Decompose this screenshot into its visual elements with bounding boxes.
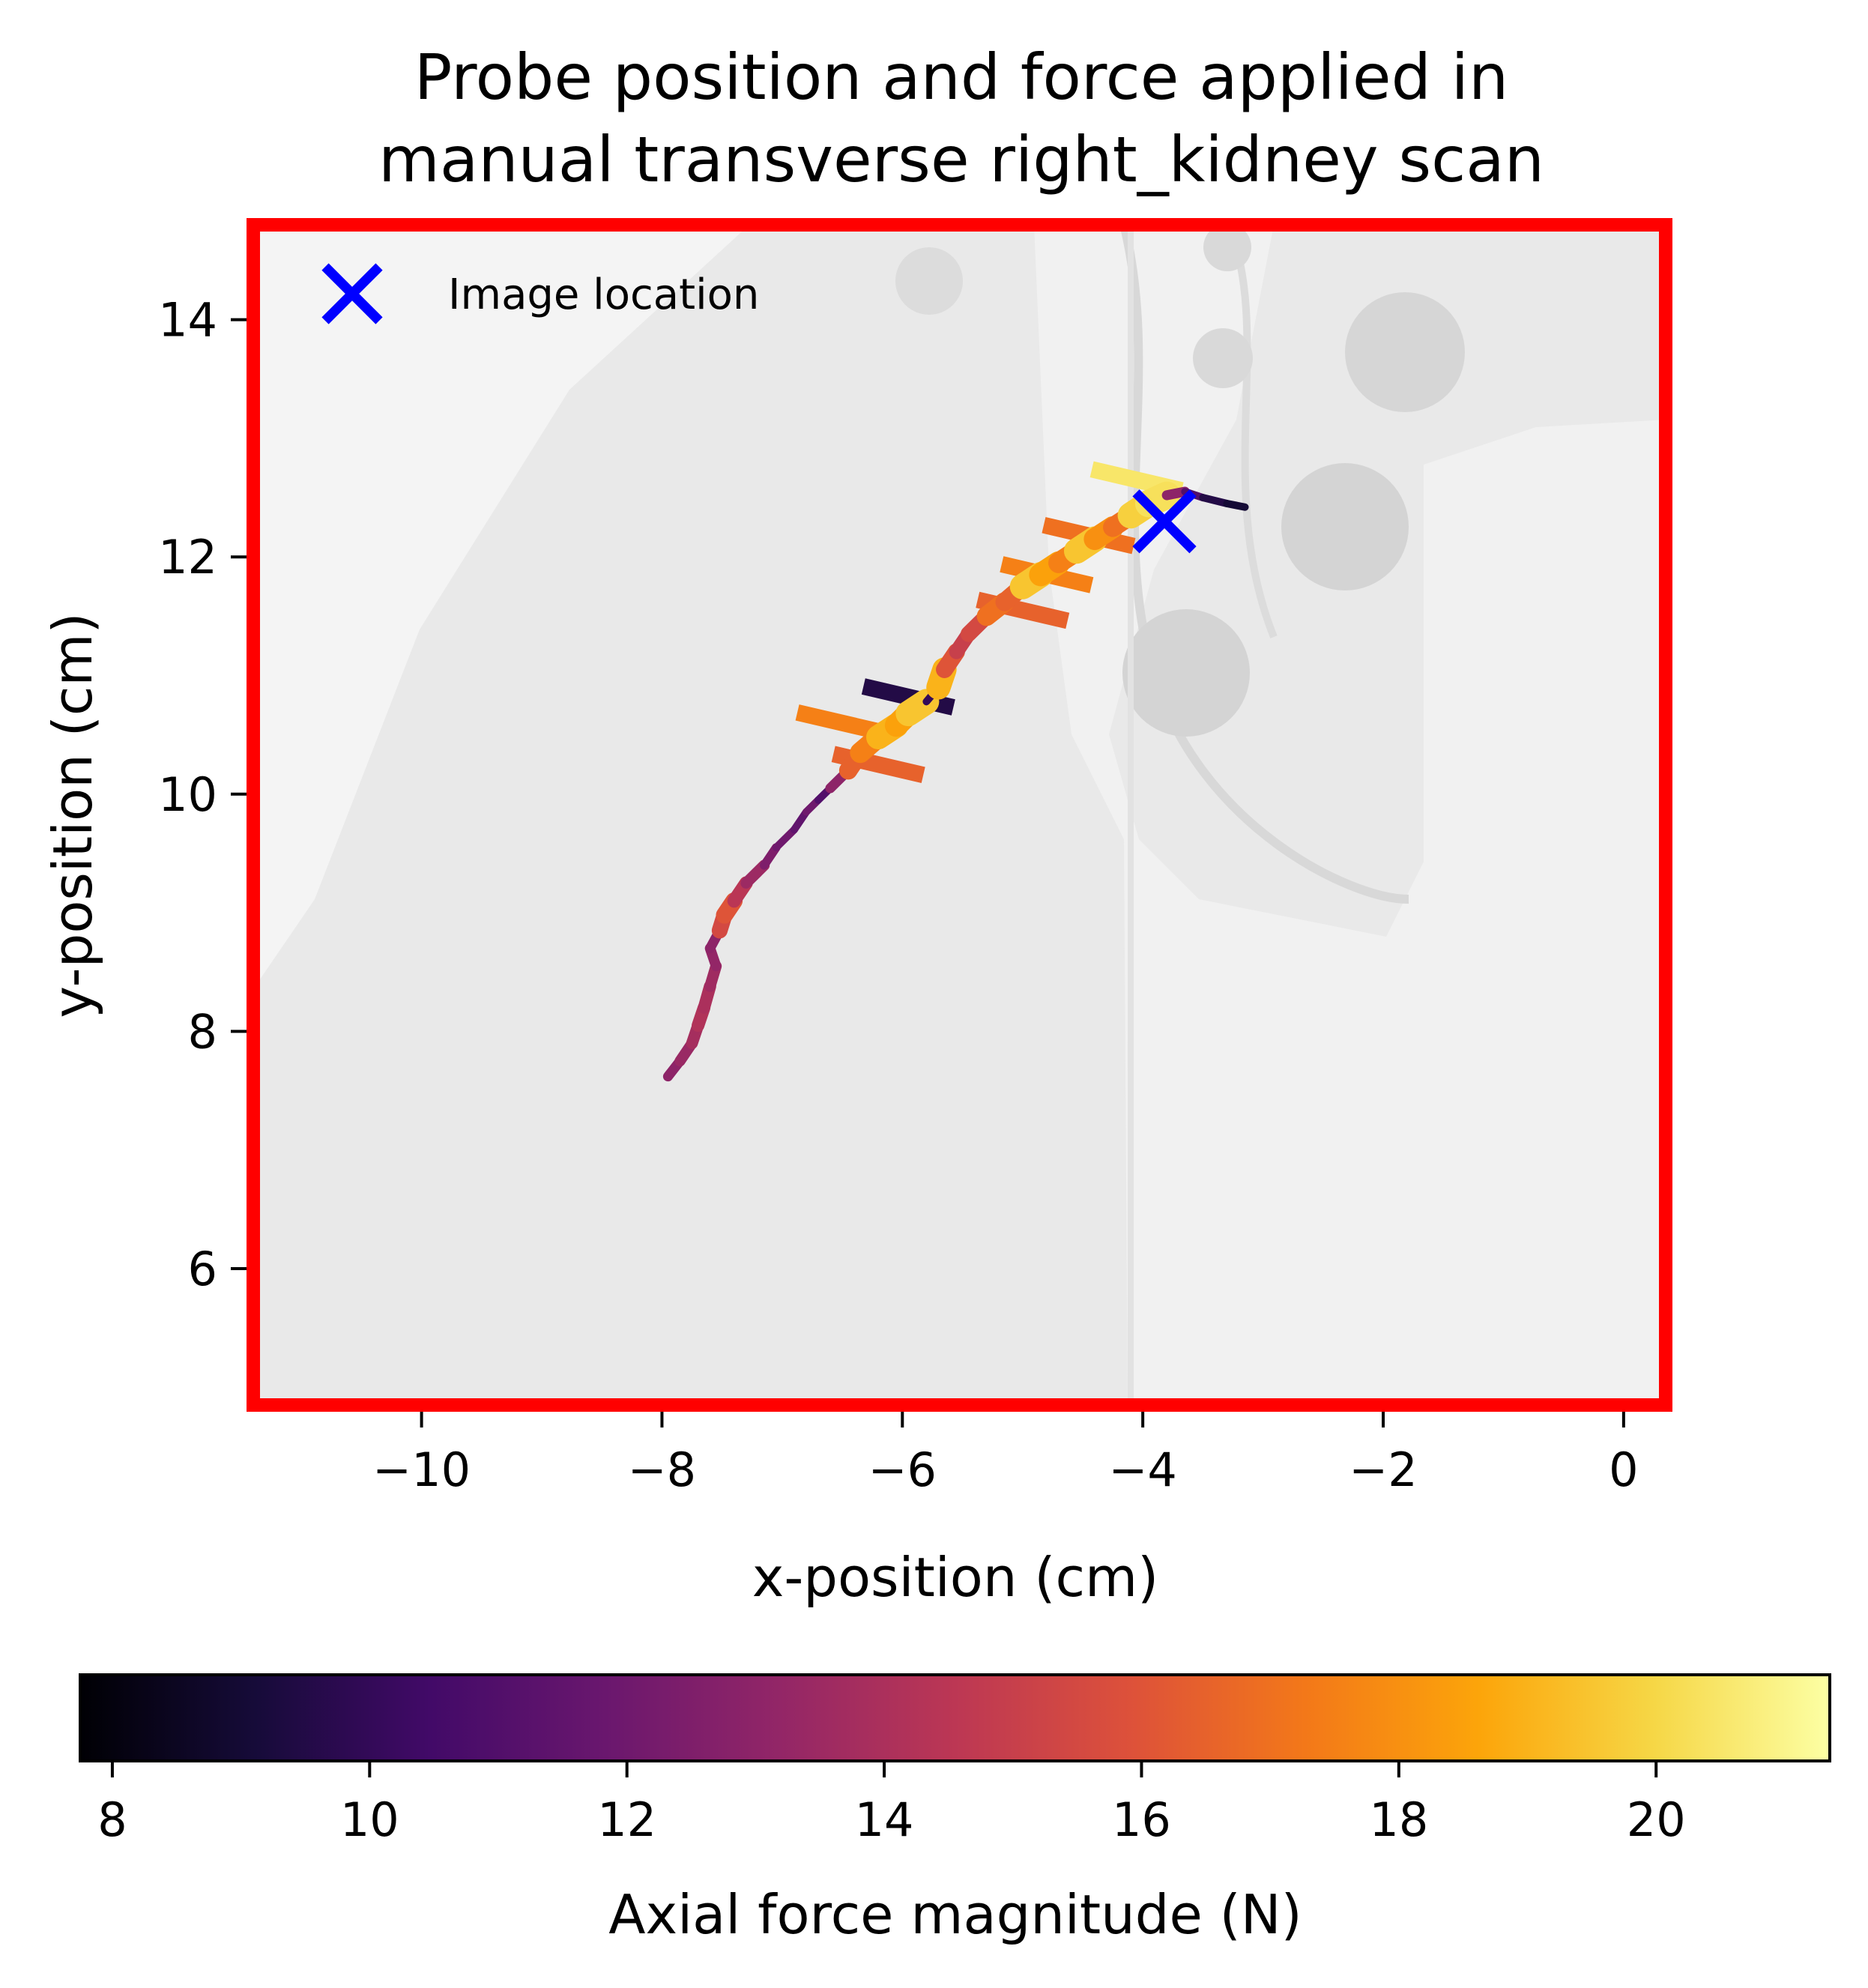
y-axis-label: y-position (cm): [41, 612, 104, 1018]
phantom-circle: [1193, 328, 1253, 388]
background-image: [253, 223, 1666, 1405]
y-tick-label: 8: [188, 1004, 217, 1059]
colorbar-tick-label: 14: [855, 1792, 914, 1847]
y-tick-label: 6: [188, 1242, 217, 1296]
phantom-circle: [1281, 463, 1409, 590]
trajectory-segment: [772, 826, 798, 852]
colorbar-tick-label: 8: [97, 1792, 127, 1847]
legend-marker-x-icon: [321, 263, 383, 324]
legend-entry-label: Image location: [448, 271, 759, 319]
phantom-circle: [1203, 223, 1251, 271]
image-location-stroke: [1132, 489, 1197, 554]
x-tick-label: −6: [868, 1442, 937, 1497]
colorbar-label: Axial force magnitude (N): [608, 1883, 1302, 1946]
legend: Image location: [321, 263, 759, 324]
x-axis: −10 −8 −6 −4 −2 0: [372, 1412, 1639, 1497]
colorbar-tick-label: 16: [1112, 1792, 1171, 1847]
image-location-marker: [1132, 489, 1197, 554]
colorbar-axis: 8 10 12 14 16 18 20: [97, 1761, 1686, 1847]
x-tick-label: −4: [1108, 1442, 1176, 1497]
colorbar-tick-label: 20: [1627, 1792, 1686, 1847]
colorbar-tick-label: 12: [597, 1792, 656, 1847]
x-tick-label: −2: [1349, 1442, 1417, 1497]
chart-title-line2: manual transverse right_kidney scan: [378, 123, 1544, 196]
phantom-circle: [895, 247, 963, 315]
y-axis: 6 8 10 12 14: [158, 293, 247, 1296]
colorbar-tick-label: 18: [1369, 1792, 1428, 1847]
chart-title-line1: Probe position and force applied in: [414, 40, 1508, 114]
y-tick-label: 10: [158, 767, 217, 822]
probe-trajectory: [662, 481, 1249, 1082]
colorbar: [79, 1673, 1831, 1762]
trajectory-segment: [1223, 499, 1249, 511]
y-tick-label: 14: [158, 293, 217, 348]
trajectory-segment: [1199, 494, 1231, 507]
colorbar-tick-label: 10: [340, 1792, 399, 1847]
x-tick-label: −8: [628, 1442, 696, 1497]
x-tick-label: −10: [372, 1442, 471, 1497]
phantom-circle: [1345, 292, 1465, 412]
y-tick-label: 12: [158, 530, 217, 584]
phantom-circle: [1122, 609, 1250, 737]
x-axis-label: x-position (cm): [752, 1546, 1159, 1609]
x-tick-label: 0: [1609, 1442, 1638, 1497]
plot-frame: [247, 218, 1672, 1412]
